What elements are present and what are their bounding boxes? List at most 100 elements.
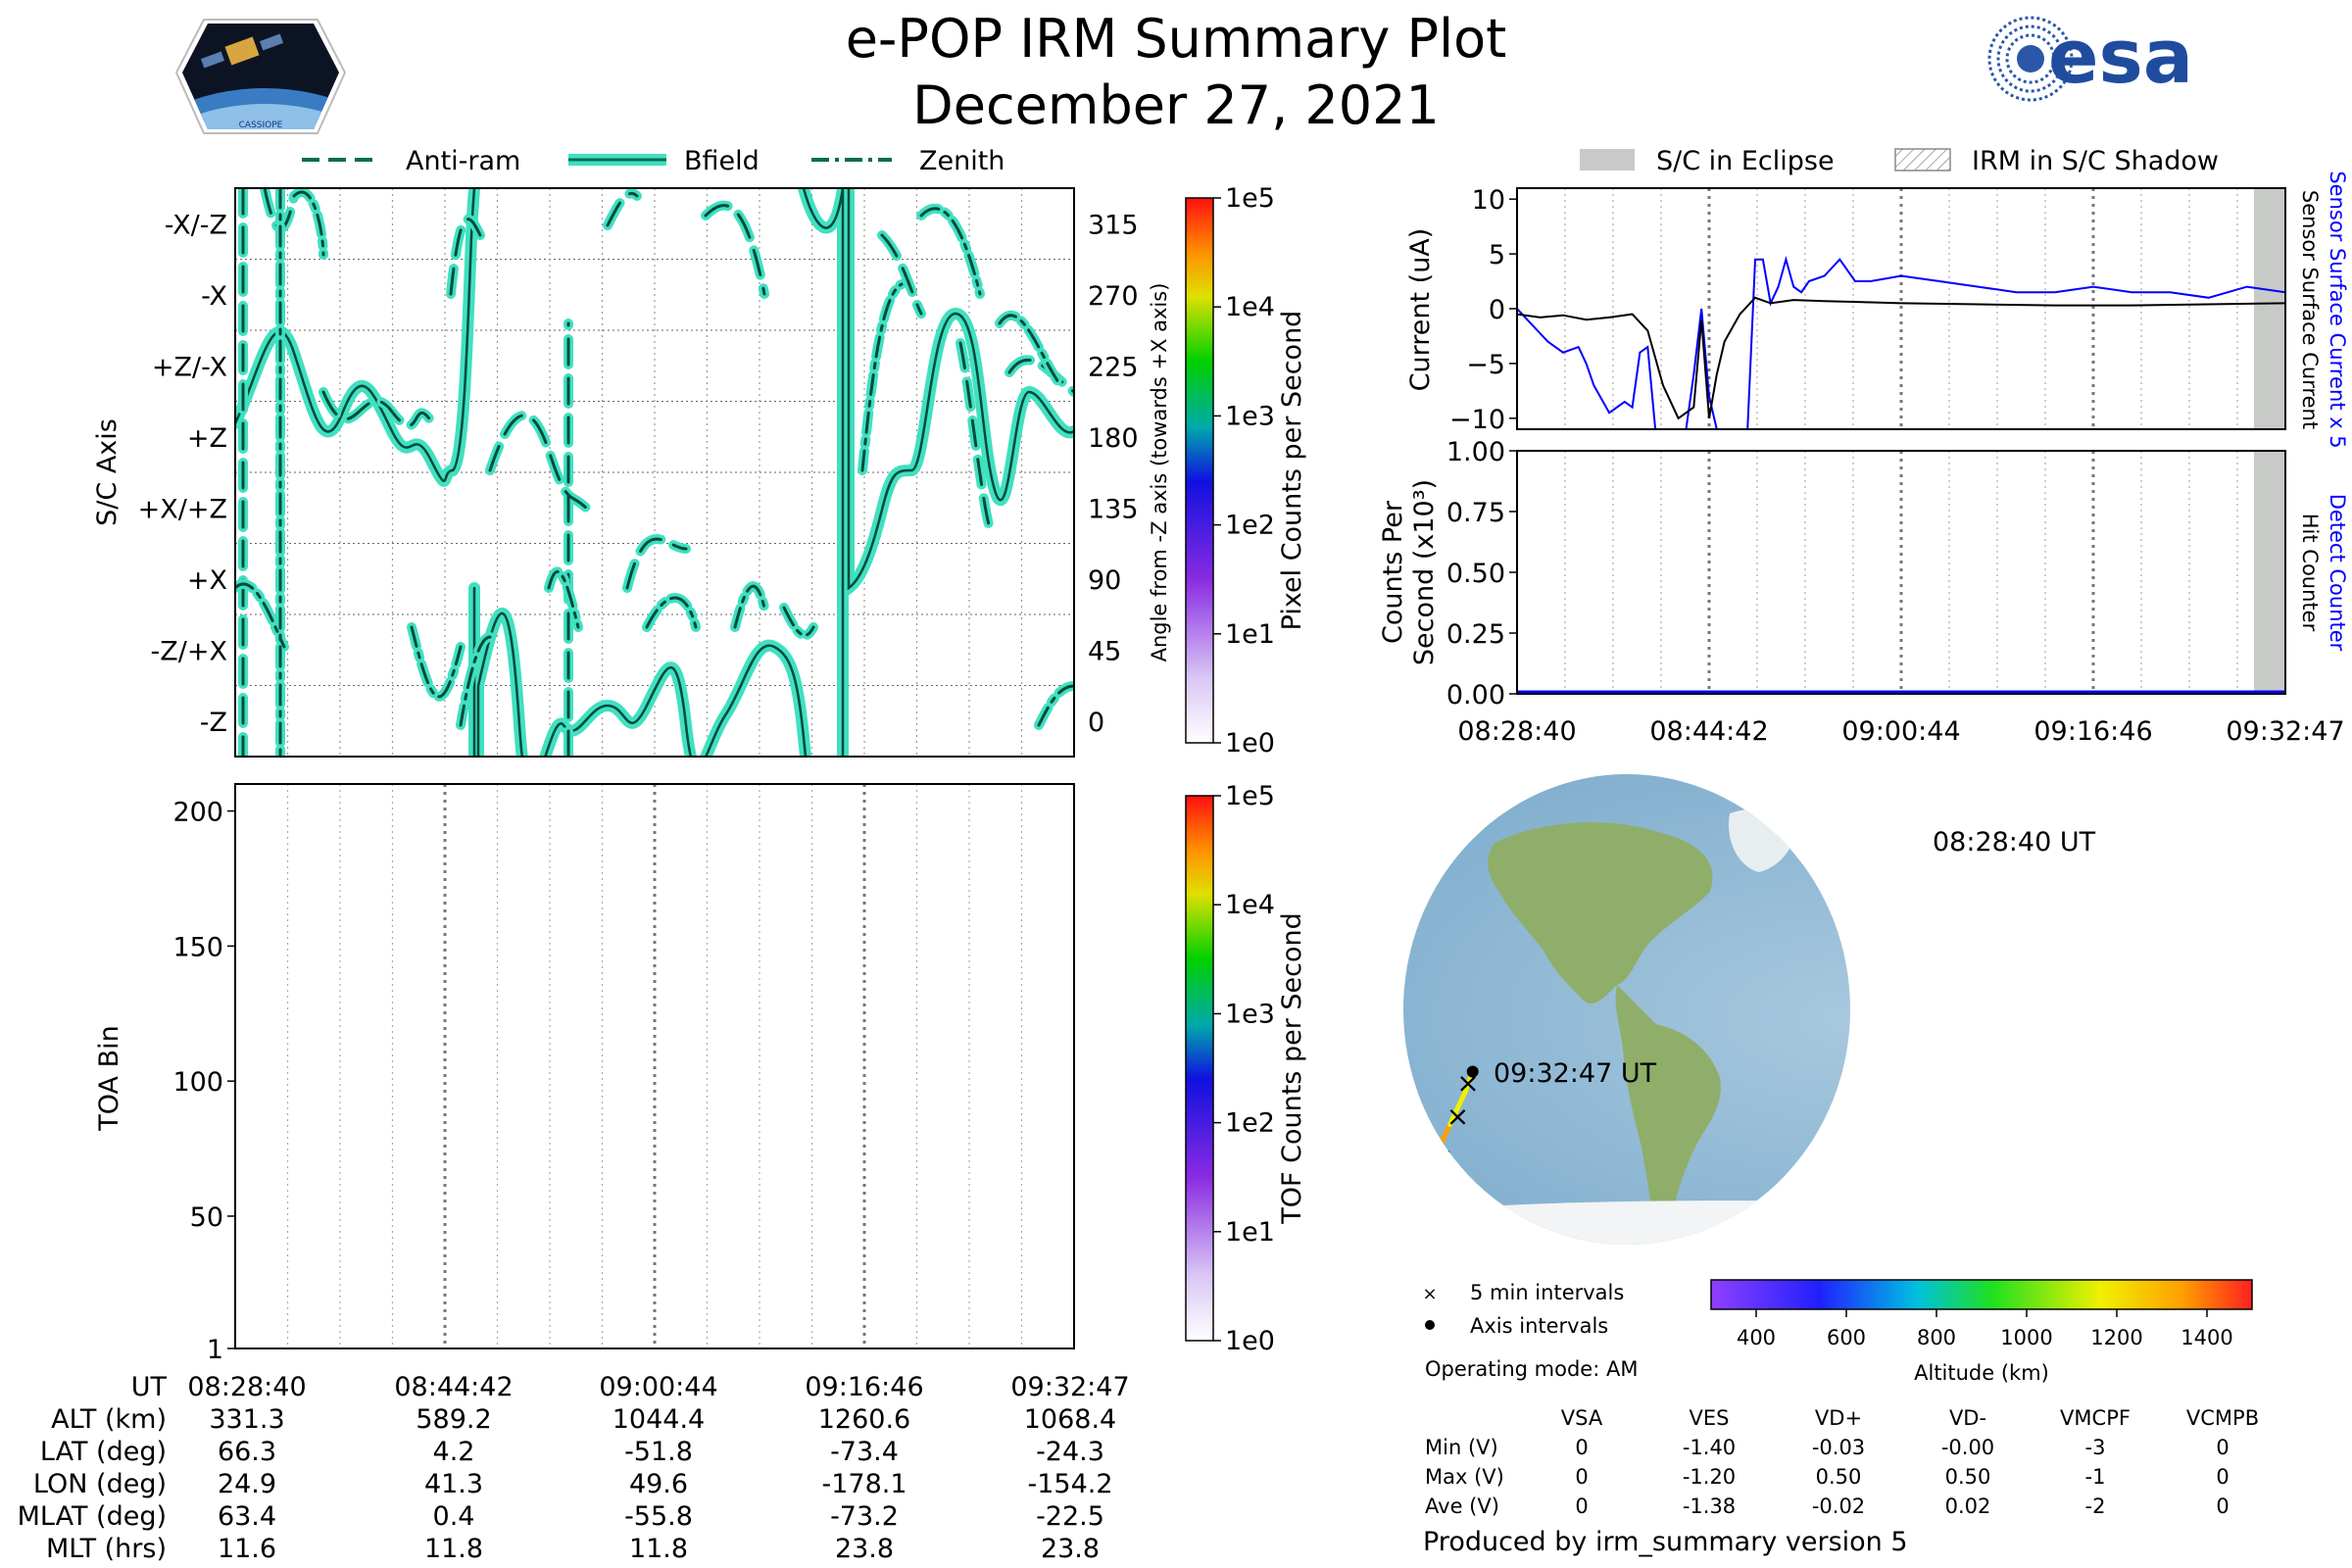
altitude-tick-label: 1000: [2000, 1326, 2052, 1349]
ephemeris-cell: 49.6: [629, 1469, 688, 1499]
voltage-cell: 0.02: [1945, 1494, 1991, 1518]
orientation-panel: -X/-Z -X +Z/-X +Z +X/+Z +X -Z/+X -Z 315 270 225 180…: [92, 187, 1171, 758]
voltage-cell: -0.02: [1812, 1494, 1865, 1518]
current-tick-label: 5: [1489, 240, 1505, 270]
ephemeris-cell: 11.6: [218, 1534, 276, 1564]
eclipse-region-current: [2254, 188, 2285, 429]
orientation-axis-labels: -X/-Z -X +Z/-X +Z +X/+Z +X -Z/+X -Z 315 270 225 180…: [138, 210, 1139, 738]
voltage-column-header: VMCPF: [2060, 1406, 2131, 1430]
angle-tick-label: 135: [1088, 494, 1139, 524]
altitude-colorbar: 400 600 800 1000 1200 1400 Altitude (km): [1710, 1279, 2253, 1385]
five-min-marker: ×: [1961, 962, 1984, 995]
orientation-traces: [235, 188, 1074, 757]
legend-zenith: Zenith: [919, 146, 1004, 176]
ephemeris-cell: 63.4: [218, 1501, 276, 1532]
toa-panel: 200 150 100 50 1 TOA Bin: [94, 783, 1075, 1365]
five-min-marker: ×: [1950, 929, 1973, 961]
voltage-cell: 0.50: [1816, 1465, 1862, 1489]
voltage-column-header: VCMPB: [2186, 1406, 2259, 1430]
counts-xtick-label: 09:00:44: [1841, 716, 1960, 747]
ephemeris-row-label: MLT (hrs): [46, 1534, 167, 1564]
ephemeris-cell: 41.3: [424, 1469, 483, 1499]
five-min-marker: ×: [1979, 1110, 2001, 1143]
angle-tick-label: 0: [1088, 708, 1104, 738]
ground-track-segment: [1967, 971, 1976, 999]
page-date: December 27, 2021: [912, 74, 1440, 136]
ephemeris-cell: -22.5: [1036, 1501, 1104, 1532]
ephemeris-cell: 09:00:44: [599, 1372, 717, 1402]
current-right-label-blue: Sensor Surface Current x 5: [2326, 171, 2349, 448]
voltage-cell: -2: [2085, 1494, 2106, 1518]
orientation-axis-label: -Z: [200, 708, 227, 738]
orientation-ylabel: S/C Axis: [92, 418, 122, 526]
track-end-label: 09:32:47 UT: [1494, 1058, 1657, 1089]
continents: [1488, 808, 1794, 1237]
axis-marker: [1404, 1191, 1417, 1203]
ephemeris-cell: -55.8: [624, 1501, 693, 1532]
current-tick-label: 0: [1489, 295, 1505, 325]
current-ylabel: Current (uA): [1405, 228, 1436, 392]
voltage-cell: 0: [2216, 1465, 2229, 1489]
five-min-marker: ×: [1936, 864, 1958, 897]
five-min-marker: ×: [1431, 1141, 1453, 1173]
ground-track-segment: [1987, 1086, 1996, 1142]
ground-track-segment: [2062, 1189, 2178, 1194]
altitude-tick-label: 1200: [2090, 1326, 2142, 1349]
voltage-cell: 0.50: [1945, 1465, 1991, 1489]
ground-track-segment: [2179, 1191, 2281, 1194]
current-tick-label: −5: [1466, 350, 1505, 380]
colorbar-tick-label: 1e2: [1225, 511, 1275, 541]
colorbar-tick-label: 1e0: [1225, 1326, 1275, 1356]
ephemeris-cell: 1260.6: [818, 1404, 910, 1435]
voltage-cell: 0: [2216, 1494, 2229, 1518]
ephemeris-cell: 09:16:46: [805, 1372, 923, 1402]
antarctica: [1403, 1200, 1850, 1245]
colorbar-tick-label: 1e3: [1225, 401, 1275, 431]
tof-colorbar-label: TOF Counts per Second: [1277, 912, 1307, 1225]
ephemeris-row-label: UT: [131, 1372, 168, 1402]
cassiope-logo-text: CASSIOPE: [239, 121, 283, 130]
orientation-axis-label: +X/+Z: [138, 494, 227, 524]
ground-track-segment: [1976, 999, 1983, 1048]
counts-right-label-blue: Detect Counter: [2326, 494, 2349, 652]
voltage-column-header: VES: [1690, 1406, 1730, 1430]
operating-mode: Operating mode: AM: [1425, 1357, 1638, 1381]
voltage-cell: 0: [1575, 1465, 1588, 1489]
voltage-cell: -1.40: [1683, 1436, 1736, 1459]
deserts: [1970, 936, 2352, 1116]
ephemeris-cell: -51.8: [624, 1437, 693, 1467]
ephemeris-row-label: LON (deg): [33, 1469, 167, 1499]
orientation-legend: Anti-ram Bfield Zenith: [302, 146, 1004, 176]
ground-track-segment: [1983, 1048, 1987, 1086]
orientation-right-label: Angle from -Z axis (towards +X axis): [1148, 283, 1171, 662]
five-min-marker: ×: [1977, 1082, 1999, 1114]
ephemeris-cell: -178.1: [821, 1469, 906, 1499]
orientation-axis-label: +Z/-X: [152, 352, 227, 382]
counts-tick-label: 1.00: [1446, 437, 1505, 467]
axis-marker: [1991, 1136, 2003, 1148]
ground-track-segment: [1997, 1142, 2011, 1168]
toa-tick-label: 100: [172, 1067, 223, 1098]
voltage-row-label: Min (V): [1425, 1436, 1498, 1459]
tof-colorbar: 1e5 1e4 1e3 1e2 1e1 1e0 TOF Counts per Second: [1185, 781, 1307, 1356]
orientation-axis-label: +X: [187, 565, 227, 596]
counts-panel: 1.00 0.75 0.50 0.25 0.00 08:28:40 08:44:42 09:0…: [1378, 437, 2349, 747]
altitude-tick-label: 800: [1917, 1326, 1956, 1349]
voltage-row-label: Max (V): [1425, 1465, 1504, 1489]
page-title: e-POP IRM Summary Plot: [846, 8, 1507, 70]
axis-marker-icon: [1425, 1320, 1435, 1330]
angle-tick-label: 270: [1088, 281, 1139, 312]
voltage-cell: -1.20: [1683, 1465, 1736, 1489]
angle-tick-label: 225: [1088, 352, 1139, 382]
ephemeris-row-label: ALT (km): [51, 1404, 167, 1435]
current-right-label-black: Sensor Surface Current: [2298, 190, 2322, 429]
colorbar-tick-label: 1e1: [1225, 1217, 1275, 1248]
angle-tick-label: 90: [1088, 565, 1121, 596]
counts-tick-label: 0.00: [1446, 680, 1505, 710]
ephemeris-cell: -73.2: [830, 1501, 899, 1532]
orientation-grid: [235, 188, 1075, 757]
footer-text: Produced by irm_summary version 5: [1423, 1527, 1908, 1557]
orientation-axis-label: -Z/+X: [151, 636, 227, 666]
counts-right-label-black: Hit Counter: [2298, 514, 2322, 632]
